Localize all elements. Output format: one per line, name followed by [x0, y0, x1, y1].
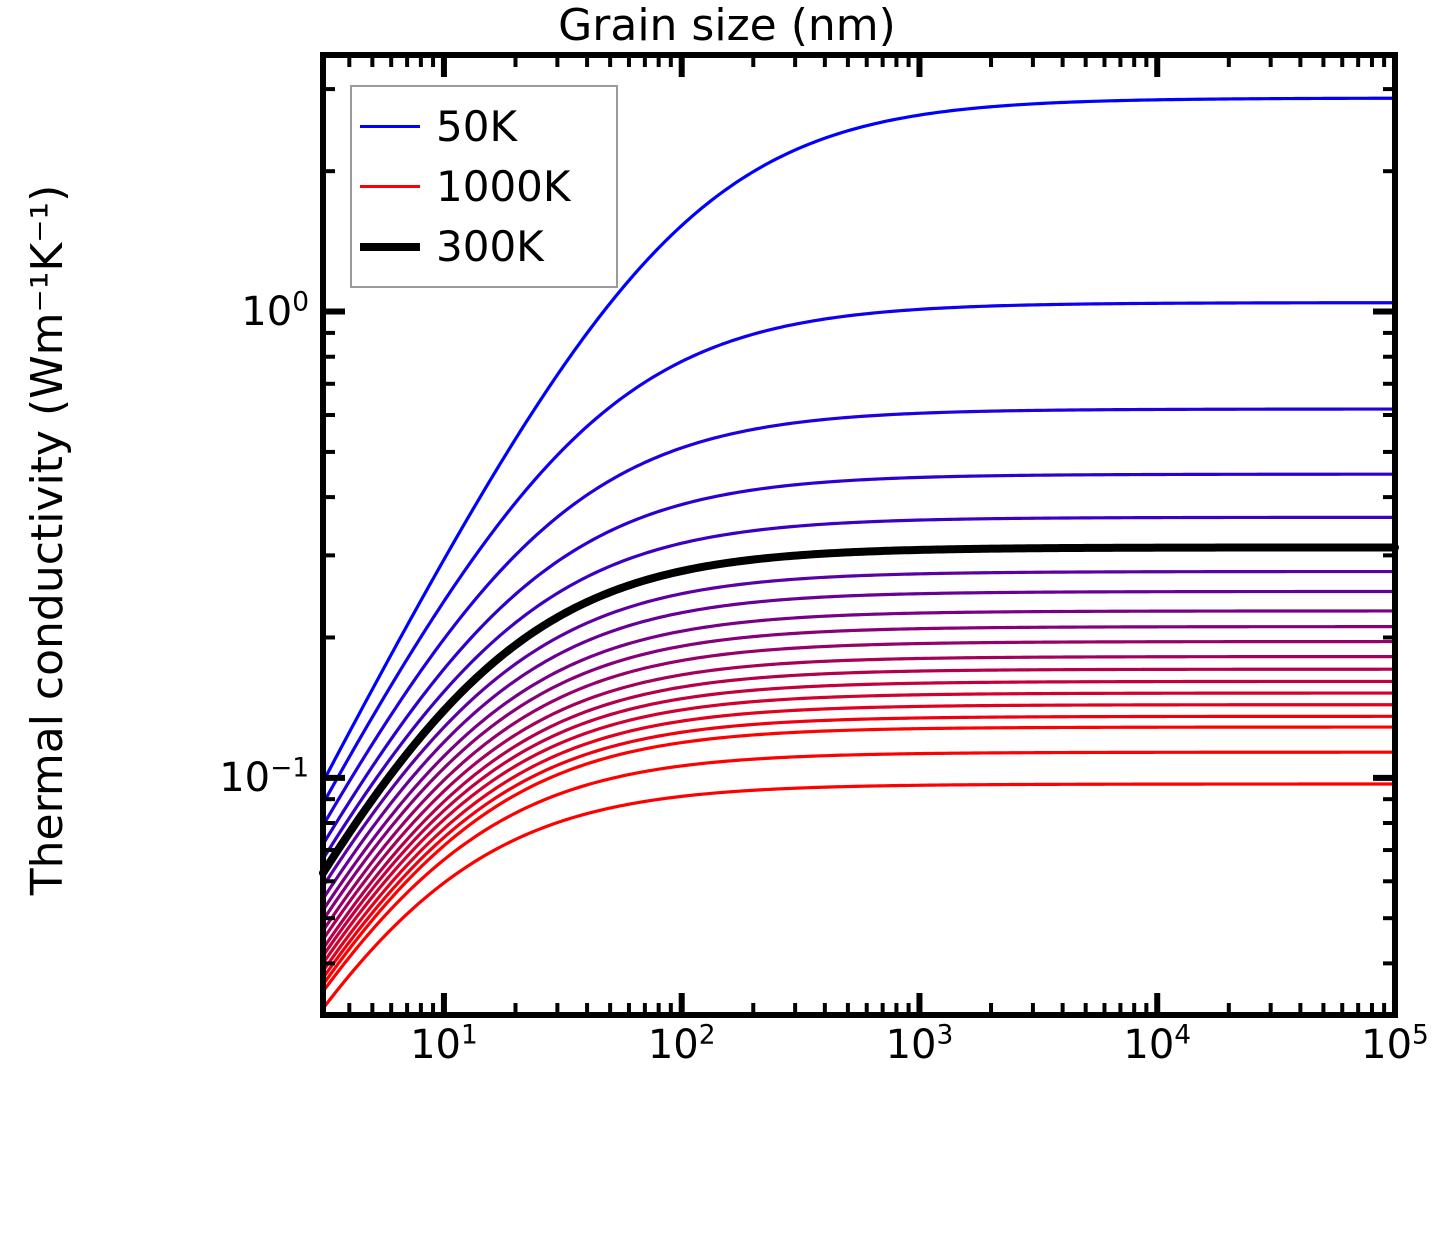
- x-tick-mantissa: 10: [410, 1022, 461, 1068]
- curve-100K: [321, 301, 1397, 806]
- curve-500K: [321, 625, 1397, 922]
- x-tick-label-1000: 103: [886, 1022, 954, 1068]
- x-tick-label-100: 102: [648, 1022, 716, 1068]
- curves-group: [319, 96, 1399, 1011]
- curve-800K: [321, 703, 1397, 973]
- legend-label-50K: 50K: [436, 101, 517, 151]
- curve-650K: [321, 667, 1397, 951]
- y-tick-mantissa: 10: [241, 288, 293, 335]
- curve-750K: [321, 691, 1397, 965]
- y-tick-label-1: 100: [241, 289, 309, 335]
- x-tick-label-10: 101: [410, 1022, 478, 1068]
- legend-item-50K: 50K: [360, 97, 606, 157]
- y-tick-label-0.1: 10−1: [219, 755, 309, 801]
- curve-250K: [321, 515, 1397, 861]
- legend: 50K 1000K 300K: [350, 85, 618, 288]
- curve-350K: [321, 569, 1397, 888]
- legend-item-300K: 300K: [360, 217, 606, 277]
- curve-450K: [321, 609, 1397, 912]
- x-tick-mantissa: 10: [1361, 1022, 1413, 1068]
- curve-550K: [321, 639, 1397, 933]
- x-tick-mantissa: 10: [885, 1022, 937, 1068]
- x-axis-label: Grain size (nm): [558, 0, 896, 51]
- x-tick-exponent: 4: [1174, 1019, 1192, 1051]
- y-tick-mantissa: 10: [219, 754, 271, 801]
- curve-400K: [321, 589, 1397, 901]
- legend-label-1000K: 1000K: [436, 161, 571, 211]
- legend-line-swatch-300K: [360, 242, 420, 251]
- curve-900K: [321, 725, 1397, 987]
- axes-group: [320, 52, 1398, 1018]
- legend-line-swatch-1000K: [360, 185, 420, 188]
- curve-700K: [321, 679, 1397, 958]
- plot-frame: [320, 52, 1398, 1018]
- x-tick-exponent: 1: [460, 1019, 478, 1051]
- curve-150K: [321, 407, 1397, 828]
- legend-item-1000K: 1000K: [360, 157, 606, 217]
- x-tick-mantissa: 10: [1123, 1022, 1175, 1068]
- curve-600K: [321, 654, 1397, 942]
- legend-label-300K: 300K: [436, 221, 544, 271]
- curve-highlight-300K: [319, 543, 1399, 878]
- y-tick-exponent: −1: [270, 752, 309, 784]
- x-tick-mantissa: 10: [647, 1022, 699, 1068]
- axis-ticks-group: [323, 55, 1398, 1015]
- curve-850K: [321, 714, 1397, 980]
- curve-1000K: [321, 782, 1397, 1011]
- x-tick-exponent: 5: [1412, 1019, 1429, 1051]
- curve-50K: [321, 96, 1397, 784]
- y-axis-label: Thermal conductivity (Wm⁻¹K⁻¹): [22, 184, 73, 896]
- y-tick-exponent: 0: [292, 286, 309, 318]
- x-tick-exponent: 2: [698, 1019, 716, 1051]
- curve-200K: [321, 472, 1397, 846]
- legend-line-swatch-50K: [360, 125, 420, 128]
- x-tick-label-10000: 104: [1123, 1022, 1191, 1068]
- curve-950K: [321, 750, 1397, 994]
- x-tick-exponent: 3: [936, 1019, 954, 1051]
- x-tick-label-100000: 105: [1361, 1022, 1429, 1068]
